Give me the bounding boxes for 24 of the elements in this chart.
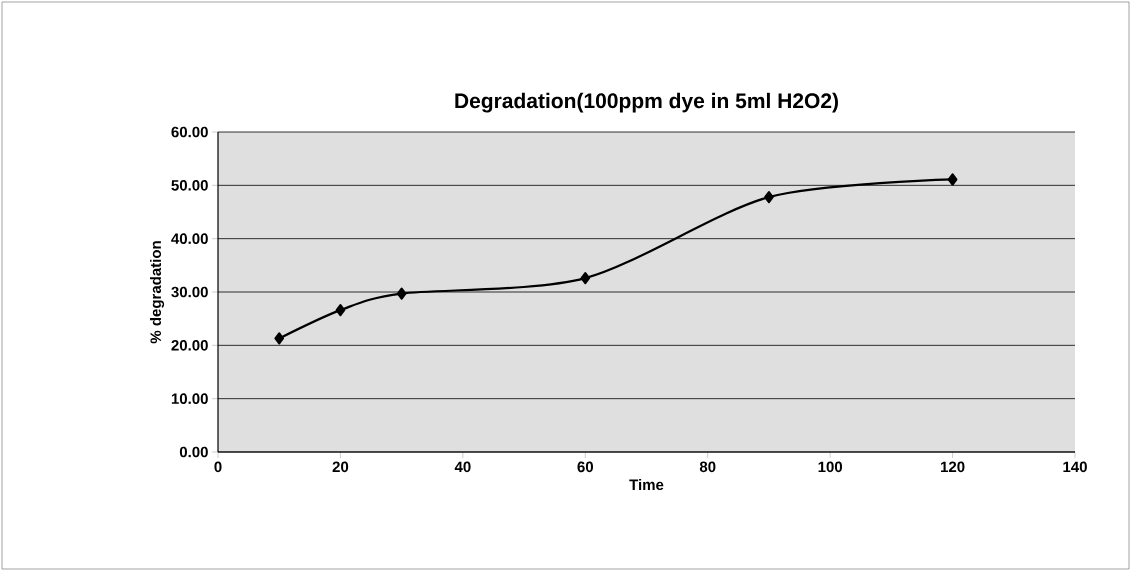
x-tick-label: 140: [1063, 461, 1087, 473]
point: [947, 173, 958, 186]
x-tick-label: 40: [454, 461, 471, 473]
y-tick-label: 40.00: [171, 233, 208, 244]
point: [274, 332, 285, 345]
point: [396, 287, 407, 300]
y-tick-label: 60.00: [171, 126, 208, 138]
x-tick-label: 0: [214, 461, 222, 473]
point: [764, 190, 774, 204]
x-tick-label: 60: [577, 461, 593, 473]
chart-title: Degradation(100ppm dye in 5ml H2O2): [455, 92, 838, 113]
x-tick-label: 100: [818, 461, 843, 473]
y-tick-label: 50.00: [171, 180, 208, 191]
y-axis-title: % degradation: [150, 241, 165, 344]
point: [335, 304, 346, 317]
y-tick-label: 20.00: [171, 340, 208, 351]
y-tick-label: 30.00: [171, 286, 208, 298]
x-tick-label: 20: [332, 461, 349, 473]
y-tick-label: 10.00: [171, 393, 208, 404]
x-tick-label: 120: [941, 461, 965, 473]
point: [580, 272, 591, 285]
x-tick-label: 80: [699, 461, 716, 473]
x-axis-title: Time: [629, 479, 664, 491]
y-tick-label: 0.00: [179, 446, 208, 458]
